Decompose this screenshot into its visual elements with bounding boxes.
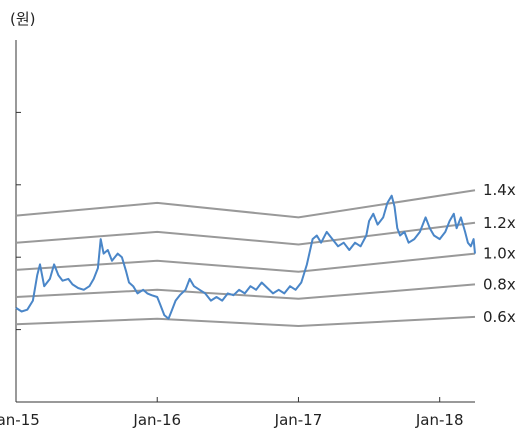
band-label-1.4x: 1.4x	[483, 181, 516, 199]
band-label-1.0x: 1.0x	[483, 245, 516, 263]
x-tick-label-2: Jan-17	[274, 411, 323, 429]
band-label-0.6x: 0.6x	[483, 308, 516, 326]
band-line-1.4x	[15, 189, 476, 219]
band-line-1.0x	[15, 252, 476, 273]
x-tick-label-3: Jan-18	[415, 411, 464, 429]
band-line-1.2x	[15, 221, 476, 246]
plot-area: Jan-15 Jan-16 Jan-17 Jan-18 0.6x 0.8x 1.0x 1.2x…	[0, 40, 516, 429]
band-label-0.8x: 0.8x	[483, 275, 516, 293]
y-axis-unit: (원)	[10, 10, 36, 28]
band-label-1.2x: 1.2x	[483, 214, 516, 232]
price-line-0	[15, 194, 476, 320]
band-line-0.6x	[15, 315, 476, 328]
x-tick-label-0: Jan-15	[0, 411, 40, 429]
x-tick-label-1: Jan-16	[132, 411, 181, 429]
